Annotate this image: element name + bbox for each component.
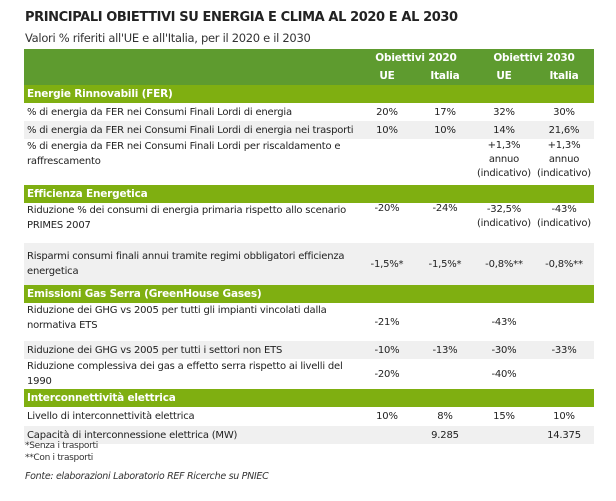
table-row: Riduzione dei GHG vs 2005 per tutti i se… bbox=[24, 341, 594, 359]
header-ue-2020: UE bbox=[357, 67, 416, 85]
row-value: -20% bbox=[374, 203, 400, 214]
row-value: 32% bbox=[493, 106, 515, 118]
row-value: -43% bbox=[491, 316, 517, 328]
section-header: Emissioni Gas Serra (GreenHouse Gases) bbox=[24, 285, 594, 303]
row-value: 10% bbox=[553, 411, 575, 422]
row-value bbox=[357, 426, 416, 444]
row-value bbox=[416, 139, 474, 185]
header-row-areas: UE Italia UE Italia bbox=[24, 67, 594, 85]
row-value: -1,5%* bbox=[357, 243, 416, 285]
table-row: % di energia da FER nei Consumi Finali L… bbox=[24, 121, 594, 139]
row-value: -1,5%* bbox=[415, 243, 474, 285]
row-label: Capacità di interconnessione elettrica (… bbox=[24, 426, 358, 444]
header-italia-2020: Italia bbox=[415, 67, 474, 85]
row-label: % di energia da FER nei Consumi Finali L… bbox=[27, 141, 341, 167]
section-title: Interconnettività elettrica bbox=[24, 389, 594, 407]
row-value: -13% bbox=[415, 341, 474, 359]
section-title: Energie Rinnovabili (FER) bbox=[24, 85, 594, 103]
table-row: % di energia da FER nei Consumi Finali L… bbox=[24, 139, 594, 185]
section-header: Efficienza Energetica bbox=[24, 185, 594, 203]
row-value: -33% bbox=[533, 341, 594, 359]
header-2030: Obiettivi 2030 bbox=[473, 49, 594, 67]
row-value bbox=[534, 303, 594, 341]
section-title: Efficienza Energetica bbox=[24, 185, 594, 203]
row-value: 17% bbox=[434, 106, 456, 118]
row-value bbox=[473, 426, 534, 444]
header-ue-2030: UE bbox=[473, 67, 534, 85]
footnote: **Con i trasporti bbox=[25, 453, 93, 463]
row-value: 14.375 bbox=[533, 426, 594, 444]
row-value: 21,6% bbox=[533, 121, 594, 139]
header-2020: Obiettivi 2020 bbox=[357, 49, 474, 67]
row-value: 10% bbox=[376, 411, 398, 422]
section-header: Energie Rinnovabili (FER) bbox=[24, 85, 594, 103]
row-value: -32,5% (indicativo) bbox=[476, 204, 531, 229]
row-value: 10% bbox=[357, 121, 416, 139]
row-value: +1,3% annuo (indicativo) bbox=[536, 140, 591, 179]
row-value: +1,3% annuo (indicativo) bbox=[476, 140, 531, 179]
row-value: -21% bbox=[374, 316, 400, 328]
row-label: Risparmi consumi finali annui tramite re… bbox=[24, 243, 358, 285]
row-label: Riduzione dei GHG vs 2005 per tutti gli … bbox=[27, 305, 327, 331]
row-value bbox=[358, 139, 416, 185]
section-title: Emissioni Gas Serra (GreenHouse Gases) bbox=[24, 285, 594, 303]
table-row: Riduzione % dei consumi di energia prima… bbox=[24, 203, 594, 243]
row-value: 15% bbox=[493, 411, 515, 422]
row-value: -40% bbox=[491, 368, 517, 380]
row-value: -24% bbox=[432, 203, 458, 214]
row-value bbox=[416, 303, 474, 341]
table-row: Capacità di interconnessione elettrica (… bbox=[24, 426, 594, 444]
row-label: Livello di interconnettività elettrica bbox=[27, 411, 195, 422]
row-label: % di energia da FER nei Consumi Finali L… bbox=[27, 106, 292, 118]
footnotes: *Senza i trasporti **Con i trasporti bbox=[25, 440, 98, 464]
row-value: 30% bbox=[553, 106, 575, 118]
section-header: Interconnettività elettrica bbox=[24, 389, 594, 407]
row-value bbox=[416, 359, 474, 389]
row-value: -10% bbox=[357, 341, 416, 359]
row-value: -43% (indicativo) bbox=[536, 204, 591, 229]
page-title: PRINCIPALI OBIETTIVI SU ENERGIA E CLIMA … bbox=[25, 10, 458, 25]
source-note: Fonte: elaborazioni Laboratorio REF Rice… bbox=[25, 471, 269, 482]
row-value: -0,8%** bbox=[533, 243, 594, 285]
table-row: Riduzione dei GHG vs 2005 per tutti gli … bbox=[24, 303, 594, 341]
row-value: -0,8%** bbox=[473, 243, 534, 285]
table-row: Livello di interconnettività elettrica 10… bbox=[24, 407, 594, 426]
table-row: % di energia da FER nei Consumi Finali L… bbox=[24, 103, 594, 121]
row-value: 8% bbox=[437, 411, 453, 422]
row-value: 14% bbox=[473, 121, 534, 139]
row-label: Riduzione dei GHG vs 2005 per tutti i se… bbox=[24, 341, 358, 359]
table-row: Riduzione complessiva dei gas a effetto … bbox=[24, 359, 594, 389]
row-value: -20% bbox=[374, 368, 400, 380]
row-label: Riduzione complessiva dei gas a effetto … bbox=[27, 361, 343, 387]
footnote: *Senza i trasporti bbox=[25, 441, 98, 451]
header-italia-2030: Italia bbox=[533, 67, 594, 85]
page-subtitle: Valori % riferiti all'UE e all'Italia, p… bbox=[25, 31, 311, 45]
row-value: 20% bbox=[376, 106, 398, 118]
header-row-groups: Obiettivi 2020 Obiettivi 2030 bbox=[24, 49, 594, 67]
row-label: % di energia da FER nei Consumi Finali L… bbox=[24, 121, 358, 139]
row-value: -30% bbox=[473, 341, 534, 359]
row-value bbox=[534, 359, 594, 389]
table-row: Risparmi consumi finali annui tramite re… bbox=[24, 243, 594, 285]
objectives-table: Obiettivi 2020 Obiettivi 2030 UE Italia … bbox=[24, 49, 594, 444]
row-value: 10% bbox=[415, 121, 474, 139]
row-label: Riduzione % dei consumi di energia prima… bbox=[27, 205, 347, 231]
row-value: 9.285 bbox=[415, 426, 474, 444]
